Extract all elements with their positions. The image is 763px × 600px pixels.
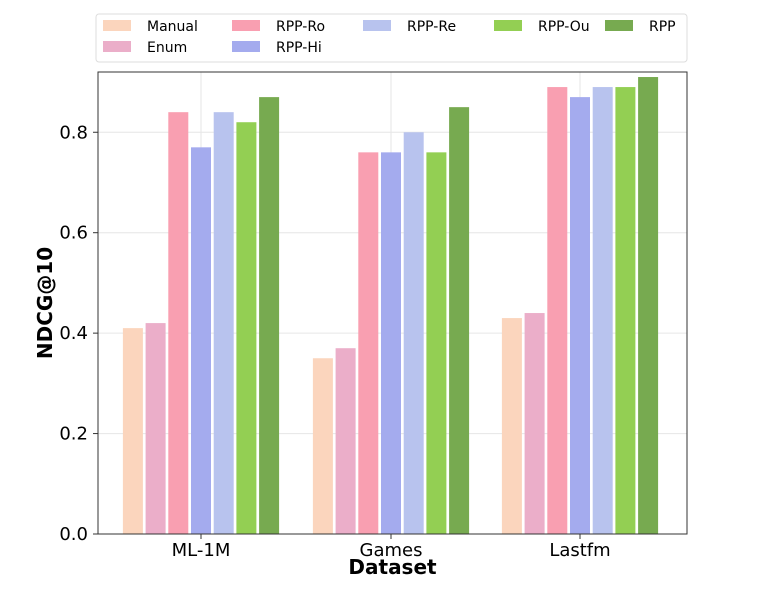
bar-rpp-hi-ml-1m — [191, 147, 211, 534]
plot-frame — [97, 71, 688, 535]
bar-enum-games — [335, 348, 356, 534]
bar-enum-ml-1m — [145, 323, 166, 534]
legend-swatch — [103, 41, 131, 52]
y-tick-label: 0.6 — [59, 223, 88, 244]
bar-enum-lastfm — [524, 313, 545, 534]
y-tick-label: 0.8 — [59, 122, 88, 143]
bar-rpp-hi-lastfm — [570, 97, 590, 534]
x-tick-label: Lastfm — [549, 540, 610, 561]
legend-swatch — [232, 20, 260, 31]
legend-swatch — [103, 20, 131, 31]
legend-label: RPP-Re — [407, 19, 456, 35]
legend-label: Manual — [147, 19, 198, 35]
bar-rpp-ro-games — [358, 152, 379, 534]
bar-rpp-re-ml-1m — [213, 112, 234, 534]
x-axis-title: Dataset — [348, 555, 437, 579]
bar-manual-lastfm — [501, 318, 522, 534]
legend-label: RPP-Ro — [276, 19, 325, 35]
legend-label: Enum — [147, 40, 187, 56]
legend: Manual Enum RPP-Ro RPP-Hi RPP-Re RPP-Ou RPP — [95, 13, 688, 63]
x-tick-label: Games — [360, 540, 423, 561]
y-axis-ticks: 0.0 0.2 0.4 0.6 0.8 — [59, 122, 98, 545]
y-tick-label: 0.0 — [59, 524, 88, 545]
bar-rpp-ou-lastfm — [615, 87, 636, 534]
y-tick-label: 0.2 — [59, 424, 88, 445]
x-axis-ticks: ML-1M Games Lastfm — [172, 534, 611, 561]
bar-rpp-ou-games — [426, 152, 447, 534]
bar-rpp-ro-lastfm — [547, 87, 568, 534]
bar-manual-ml-1m — [122, 328, 143, 534]
legend-swatch — [494, 20, 522, 31]
bar-rpp-re-lastfm — [592, 87, 613, 534]
legend-label: RPP-Ou — [538, 19, 590, 35]
legend-swatch — [605, 20, 633, 31]
y-axis-title: NDCG@10 — [33, 247, 57, 359]
y-tick-label: 0.4 — [59, 323, 88, 344]
bar-manual-games — [312, 358, 333, 534]
bar-rpp-hi-games — [381, 152, 401, 534]
legend-swatch — [232, 41, 260, 52]
bar-rpp-ou-ml-1m — [236, 122, 257, 534]
bar-rpp-ml-1m — [259, 97, 280, 534]
bar-rpp-ro-ml-1m — [168, 112, 189, 534]
bar-rpp-lastfm — [638, 77, 659, 535]
legend-label: RPP — [649, 19, 676, 35]
legend-swatch — [363, 20, 391, 31]
bars — [122, 77, 659, 535]
bar-rpp-games — [449, 107, 470, 535]
x-tick-label: ML-1M — [172, 540, 231, 561]
legend-label: RPP-Hi — [276, 40, 322, 56]
bar-rpp-re-games — [403, 132, 424, 534]
